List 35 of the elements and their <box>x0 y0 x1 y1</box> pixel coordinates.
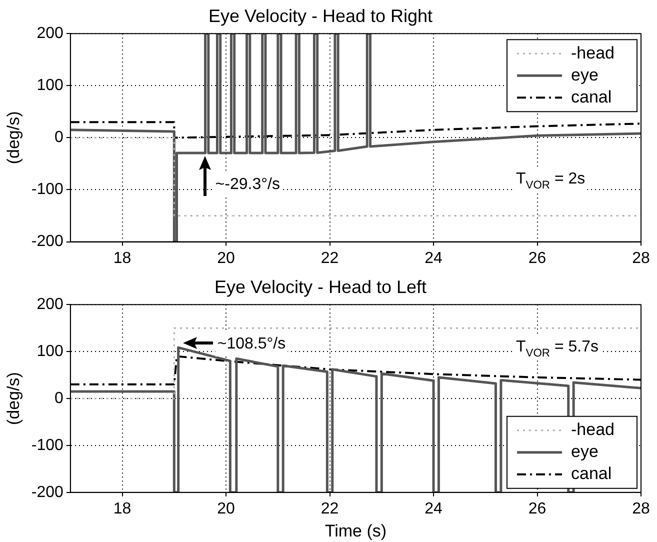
x-tick-label: 26 <box>528 500 546 518</box>
annotation: ~-29.3°/s <box>215 176 280 193</box>
x-tick-label: 22 <box>320 500 339 518</box>
x-tick-label: 24 <box>424 250 443 267</box>
y-tick-label: 100 <box>36 77 64 94</box>
x-tick-label: 26 <box>528 250 546 267</box>
y-tick-label: 100 <box>36 342 64 360</box>
x-tick-label: 18 <box>113 500 132 518</box>
y-tick-label: 200 <box>36 25 64 42</box>
y-tick-label: 0 <box>54 129 64 146</box>
x-tick-label: 18 <box>113 250 132 267</box>
x-tick-label: 20 <box>217 500 236 518</box>
legend-label: -head <box>571 43 614 62</box>
y-axis-title: (deg/s) <box>4 372 23 425</box>
x-tick-label: 20 <box>217 250 236 267</box>
x-tick-label: 28 <box>632 500 650 518</box>
y-axis-title: (deg/s) <box>4 111 23 164</box>
legend-label: eye <box>571 442 598 462</box>
y-tick-label: -100 <box>31 436 64 454</box>
x-axis-title: Time (s) <box>324 521 387 540</box>
x-tick-label: 22 <box>320 250 339 267</box>
y-tick-label: -200 <box>31 484 64 501</box>
chart-title: Eye Velocity - Head to Right <box>208 6 433 26</box>
x-tick-label: 28 <box>632 250 650 267</box>
legend-label: canal <box>571 87 612 106</box>
y-tick-label: -200 <box>31 233 64 250</box>
annotation: ~108.5°/s <box>217 336 286 353</box>
chart-title: Eye Velocity - Head to Left <box>214 276 427 297</box>
y-tick-label: -100 <box>31 181 64 198</box>
x-tick-label: 24 <box>424 500 443 518</box>
legend-label: eye <box>571 65 598 84</box>
legend-label: -head <box>571 420 614 440</box>
legend-label: canal <box>571 464 612 484</box>
y-tick-label: 200 <box>36 296 64 314</box>
y-tick-label: 0 <box>54 390 64 407</box>
